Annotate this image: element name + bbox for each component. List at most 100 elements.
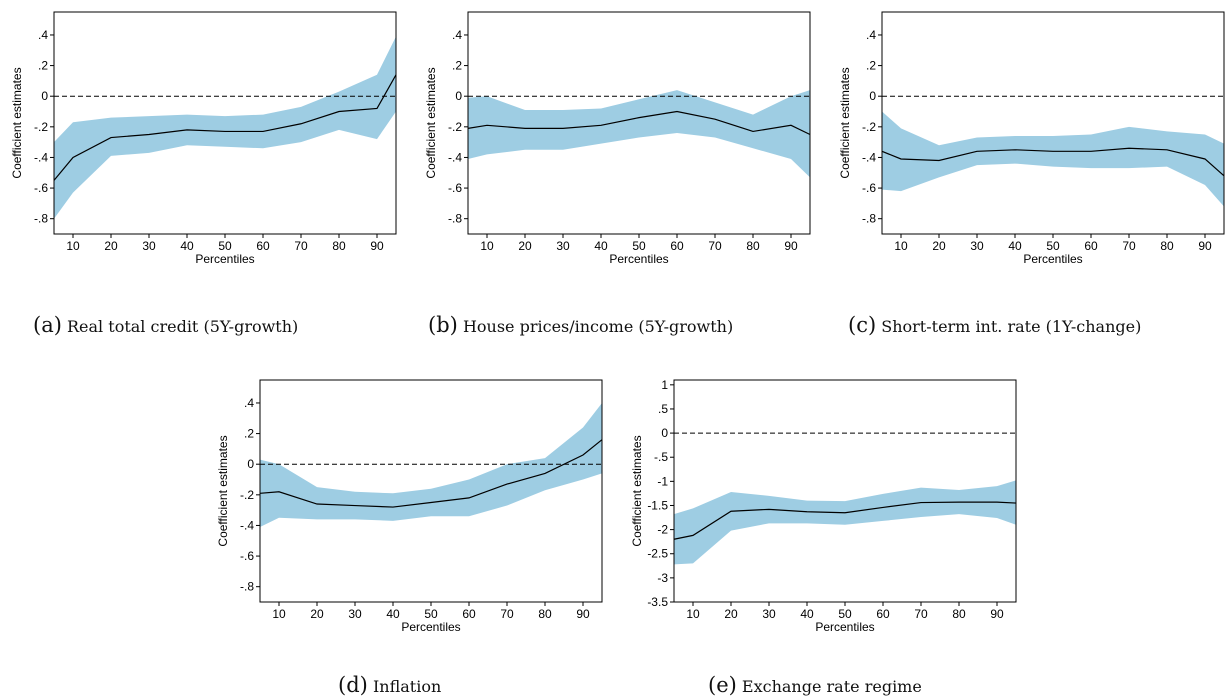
x-axis-title-e: Percentiles bbox=[815, 620, 874, 634]
y-tick-label-c: -.4 bbox=[862, 150, 876, 164]
y-tick-label-d: -.2 bbox=[240, 488, 254, 502]
x-tick-label-c: 50 bbox=[1046, 239, 1060, 253]
x-tick-label-e: 20 bbox=[724, 607, 738, 621]
x-tick-label-a: 40 bbox=[180, 239, 194, 253]
x-tick-label-e: 70 bbox=[914, 607, 928, 621]
chart-panel-a: .4 .2 0 -.2 -.4 -.6 -.8 10 20 30 40 50 60 70 80 90 Perce… bbox=[0, 0, 410, 275]
confidence-band-e bbox=[674, 480, 1016, 565]
x-tick-label-c: 80 bbox=[1160, 239, 1174, 253]
x-tick-label-c: 10 bbox=[894, 239, 908, 253]
chart-e: 1 .5 0 -.5 -1 -1.5 -2 -2.5 -3 -3.5 10 20 30 40 50 60 70 8… bbox=[630, 378, 1017, 634]
x-tick-label-e: 50 bbox=[838, 607, 852, 621]
x-tick-label-a: 70 bbox=[294, 239, 308, 253]
y-tick-label-e: 1 bbox=[661, 378, 668, 392]
y-tick-label-b: .4 bbox=[452, 28, 462, 42]
x-tick-label-b: 10 bbox=[480, 239, 494, 253]
confidence-band-b bbox=[468, 90, 810, 178]
x-axis-title-b: Percentiles bbox=[609, 252, 668, 266]
caption-b: (b) House prices/income (5Y-growth) bbox=[428, 313, 733, 337]
y-tick-label-d: .4 bbox=[244, 396, 254, 410]
x-tick-label-d: 70 bbox=[500, 607, 514, 621]
panel-label-b: (b) bbox=[428, 313, 458, 337]
y-axis-title-b: Coefficient estimates bbox=[424, 67, 438, 178]
caption-title-a: Real total credit (5Y-growth) bbox=[67, 317, 299, 336]
x-tick-label-d: 80 bbox=[538, 607, 552, 621]
caption-title-d: Inflation bbox=[372, 677, 442, 696]
y-tick-label-b: -.8 bbox=[448, 212, 462, 226]
estimate-line-b bbox=[467, 110, 811, 136]
x-tick-label-a: 50 bbox=[218, 239, 232, 253]
y-axis-title-c: Coefficient estimates bbox=[838, 67, 852, 178]
x-tick-label-a: 20 bbox=[104, 239, 118, 253]
y-tick-label-a: .2 bbox=[38, 59, 48, 73]
y-tick-label-d: 0 bbox=[247, 457, 254, 471]
y-tick-label-c: -.2 bbox=[862, 120, 876, 134]
y-tick-label-e: 0 bbox=[661, 426, 668, 440]
y-tick-label-d: -.8 bbox=[240, 580, 254, 594]
y-tick-label-e: -1.5 bbox=[647, 498, 668, 512]
y-tick-label-e: -3 bbox=[657, 571, 668, 585]
panel-label-a: (a) bbox=[33, 313, 62, 337]
x-tick-label-d: 90 bbox=[576, 607, 590, 621]
y-axis-title-a: Coefficient estimates bbox=[10, 67, 24, 178]
y-tick-label-e: -2 bbox=[657, 523, 668, 537]
x-tick-label-b: 70 bbox=[708, 239, 722, 253]
x-tick-label-d: 20 bbox=[310, 607, 324, 621]
y-tick-label-b: -.2 bbox=[448, 120, 462, 134]
y-tick-label-d: -.4 bbox=[240, 518, 254, 532]
y-tick-label-b: .2 bbox=[452, 59, 462, 73]
caption-c: (c) Short-term int. rate (1Y-change) bbox=[848, 313, 1141, 337]
y-tick-label-a: -.4 bbox=[34, 150, 48, 164]
y-tick-label-a: -.2 bbox=[34, 120, 48, 134]
x-tick-label-a: 10 bbox=[66, 239, 80, 253]
y-axis-title-d: Coefficient estimates bbox=[216, 435, 230, 546]
chart-b: .4 .2 0 -.2 -.4 -.6 -.8 10 20 30 40 50 60 70 80 90 Perce… bbox=[424, 11, 811, 266]
x-tick-label-c: 30 bbox=[970, 239, 984, 253]
y-tick-label-a: -.8 bbox=[34, 212, 48, 226]
y-tick-label-b: -.6 bbox=[448, 181, 462, 195]
chart-panel-e: 1 .5 0 -.5 -1 -1.5 -2 -2.5 -3 -3.5 10 20 30 40 50 60 70 8… bbox=[620, 368, 1030, 640]
estimate-line-c bbox=[881, 147, 1225, 177]
y-tick-label-a: 0 bbox=[41, 89, 48, 103]
y-tick-label-b: 0 bbox=[455, 89, 462, 103]
y-tick-label-d: .2 bbox=[244, 427, 254, 441]
confidence-band-a bbox=[54, 36, 396, 219]
y-axis-title-e: Coefficient estimates bbox=[630, 435, 644, 546]
chart-panel-b: .4 .2 0 -.2 -.4 -.6 -.8 10 20 30 40 50 60 70 80 90 Perce… bbox=[414, 0, 824, 275]
y-tick-label-e: -.5 bbox=[654, 450, 668, 464]
x-tick-label-a: 80 bbox=[332, 239, 346, 253]
caption-title-e: Exchange rate regime bbox=[741, 677, 922, 696]
y-tick-label-a: -.6 bbox=[34, 181, 48, 195]
caption-e: (e) Exchange rate regime bbox=[708, 673, 922, 697]
panel-label-d: (d) bbox=[338, 673, 368, 697]
y-tick-label-c: .2 bbox=[866, 59, 876, 73]
y-tick-label-e: .5 bbox=[658, 402, 668, 416]
chart-a: .4 .2 0 -.2 -.4 -.6 -.8 10 20 30 40 50 60 70 80 90 Perce… bbox=[10, 11, 397, 266]
x-tick-label-d: 40 bbox=[386, 607, 400, 621]
x-tick-label-e: 60 bbox=[876, 607, 890, 621]
chart-panel-c: .4 .2 0 -.2 -.4 -.6 -.8 10 20 30 40 50 60 70 80 90 Perce… bbox=[828, 0, 1231, 275]
x-tick-label-c: 90 bbox=[1198, 239, 1212, 253]
x-axis-title-c: Percentiles bbox=[1023, 252, 1082, 266]
caption-title-b: House prices/income (5Y-growth) bbox=[462, 317, 734, 336]
y-tick-label-c: -.8 bbox=[862, 212, 876, 226]
caption-a: (a) Real total credit (5Y-growth) bbox=[33, 313, 298, 337]
panel-label-c: (c) bbox=[848, 313, 877, 337]
x-tick-label-b: 50 bbox=[632, 239, 646, 253]
x-tick-label-e: 10 bbox=[686, 607, 700, 621]
x-tick-label-c: 40 bbox=[1008, 239, 1022, 253]
x-tick-label-a: 60 bbox=[256, 239, 270, 253]
confidence-band-d bbox=[260, 402, 602, 527]
y-tick-label-e: -2.5 bbox=[647, 547, 668, 561]
plot-frame-c bbox=[881, 11, 1225, 235]
caption-title-c: Short-term int. rate (1Y-change) bbox=[881, 317, 1142, 336]
x-tick-label-e: 40 bbox=[800, 607, 814, 621]
y-tick-label-d: -.6 bbox=[240, 549, 254, 563]
y-tick-label-a: .4 bbox=[38, 28, 48, 42]
y-tick-label-b: -.4 bbox=[448, 150, 462, 164]
x-tick-label-b: 90 bbox=[784, 239, 798, 253]
x-tick-label-d: 10 bbox=[272, 607, 286, 621]
x-tick-label-b: 80 bbox=[746, 239, 760, 253]
estimate-line-e bbox=[673, 501, 1017, 540]
x-tick-label-e: 90 bbox=[990, 607, 1004, 621]
